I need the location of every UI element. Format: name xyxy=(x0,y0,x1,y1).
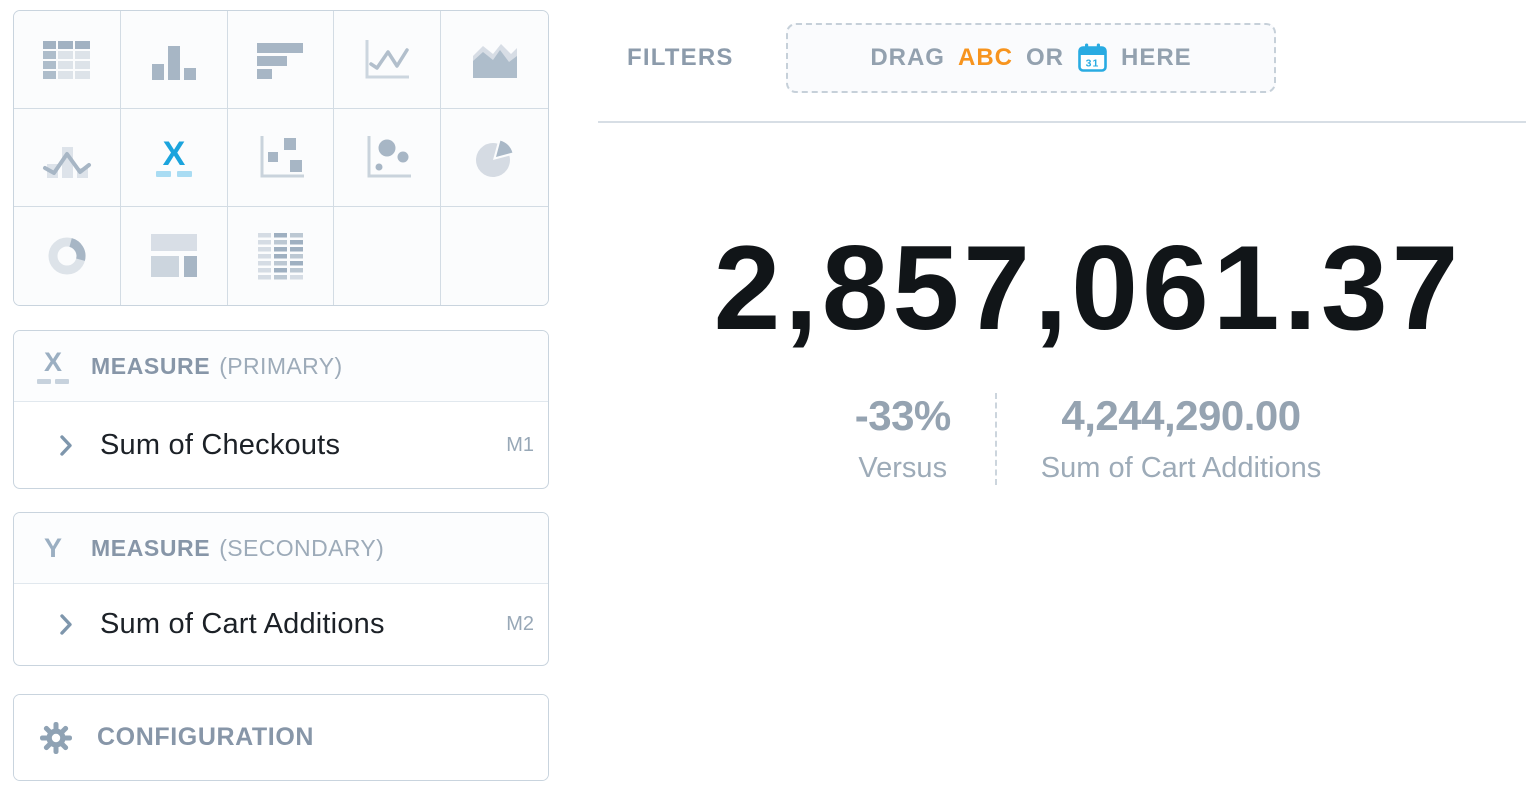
svg-text:31: 31 xyxy=(1086,58,1100,70)
viz-type-donut-chart[interactable] xyxy=(14,207,121,305)
measure-secondary-panel: Y MEASURE (SECONDARY) Sum of Cart Additi… xyxy=(13,512,549,666)
bar-chart-icon xyxy=(257,42,304,79)
viz-type-area-chart[interactable] xyxy=(441,11,548,109)
kpi-secondary-value: 4,244,290.00 xyxy=(1061,392,1301,439)
measure-primary-field[interactable]: Sum of Checkouts M1 xyxy=(14,402,548,488)
donut-chart-icon xyxy=(48,237,86,275)
viz-type-layout[interactable] xyxy=(120,207,228,305)
viz-type-scatter-plot[interactable] xyxy=(227,109,335,207)
calendar-icon: 31 xyxy=(1077,43,1108,73)
comparison-divider xyxy=(994,393,997,486)
filters-label: FILTERS xyxy=(627,44,734,71)
bubble-chart-icon xyxy=(367,135,412,177)
viz-type-combo-chart[interactable] xyxy=(14,109,121,207)
number-icon: X xyxy=(155,135,192,177)
chart-type-picker: X xyxy=(13,10,549,306)
header-divider xyxy=(598,121,1526,123)
viz-type-pie-chart[interactable] xyxy=(441,109,548,207)
viz-type-empty-1 xyxy=(334,207,442,305)
measure-primary-subtitle: (PRIMARY) xyxy=(219,352,343,379)
pie-chart-icon xyxy=(475,140,512,177)
measure-primary-field-label: Sum of Checkouts xyxy=(100,428,341,461)
chevron-right-icon xyxy=(59,613,73,636)
kpi-secondary-block: 4,244,290.00 Sum of Cart Additions xyxy=(997,392,1322,485)
area-chart-icon xyxy=(472,43,517,78)
measure-secondary-subtitle: (SECONDARY) xyxy=(219,534,385,561)
y-measure-icon: Y xyxy=(43,532,62,563)
kpi-change-value: -33% xyxy=(854,392,952,439)
viz-type-pivot-table[interactable] xyxy=(227,207,335,305)
configuration-label: CONFIGURATION xyxy=(97,723,315,751)
abc-dimension-icon: ABC xyxy=(957,44,1013,71)
drop-zone-drag-text: DRAG xyxy=(870,44,945,71)
kpi-change-block: -33% Versus xyxy=(854,392,995,485)
drop-zone-here-text: HERE xyxy=(1120,44,1192,71)
kpi-primary-value: 2,857,061.37 xyxy=(713,221,1463,355)
kpi-comparison: -33% Versus 4,244,290.00 Sum of Cart Add… xyxy=(624,392,1526,486)
viz-type-number[interactable]: X xyxy=(120,109,228,207)
table-icon xyxy=(42,40,90,79)
scatter-plot-icon xyxy=(260,135,305,177)
kpi-secondary-label: Sum of Cart Additions xyxy=(1040,452,1322,485)
measure-primary-header: X MEASURE (PRIMARY) xyxy=(14,331,548,402)
measure-secondary-field[interactable]: Sum of Cart Additions M2 xyxy=(14,584,548,665)
gear-icon xyxy=(38,720,74,756)
configuration-panel[interactable]: CONFIGURATION xyxy=(13,694,549,781)
filter-drop-zone[interactable]: DRAG ABC OR 31 HERE xyxy=(786,23,1276,93)
kpi-change-label: Versus xyxy=(858,452,948,485)
measure-primary-field-badge: M1 xyxy=(506,433,534,456)
measure-secondary-field-badge: M2 xyxy=(506,613,534,635)
drop-zone-or-text: OR xyxy=(1025,44,1064,71)
x-measure-icon: X xyxy=(37,348,69,384)
measure-secondary-header: Y MEASURE (SECONDARY) xyxy=(14,513,548,584)
line-chart-icon xyxy=(365,39,410,78)
layout-icon xyxy=(150,234,197,277)
measure-secondary-field-label: Sum of Cart Additions xyxy=(100,608,385,640)
chevron-right-icon xyxy=(59,434,73,457)
sidebar: X xyxy=(13,10,549,781)
measure-secondary-title: MEASURE xyxy=(91,534,211,561)
svg-text:X: X xyxy=(162,135,185,173)
column-chart-icon xyxy=(151,45,196,80)
measure-primary-title: MEASURE xyxy=(91,352,211,379)
combo-chart-icon xyxy=(42,146,91,178)
pivot-table-icon xyxy=(258,233,304,280)
measure-primary-panel: X MEASURE (PRIMARY) Sum of Checkouts M1 xyxy=(13,330,549,489)
viz-type-line-chart[interactable] xyxy=(334,11,442,109)
configuration-header[interactable]: CONFIGURATION xyxy=(14,695,548,780)
viz-type-bar-chart[interactable] xyxy=(227,11,335,109)
viz-type-bubble-chart[interactable] xyxy=(334,109,442,207)
viz-type-column-chart[interactable] xyxy=(120,11,228,109)
viz-type-empty-2 xyxy=(441,207,548,305)
viz-type-table[interactable] xyxy=(14,11,121,109)
